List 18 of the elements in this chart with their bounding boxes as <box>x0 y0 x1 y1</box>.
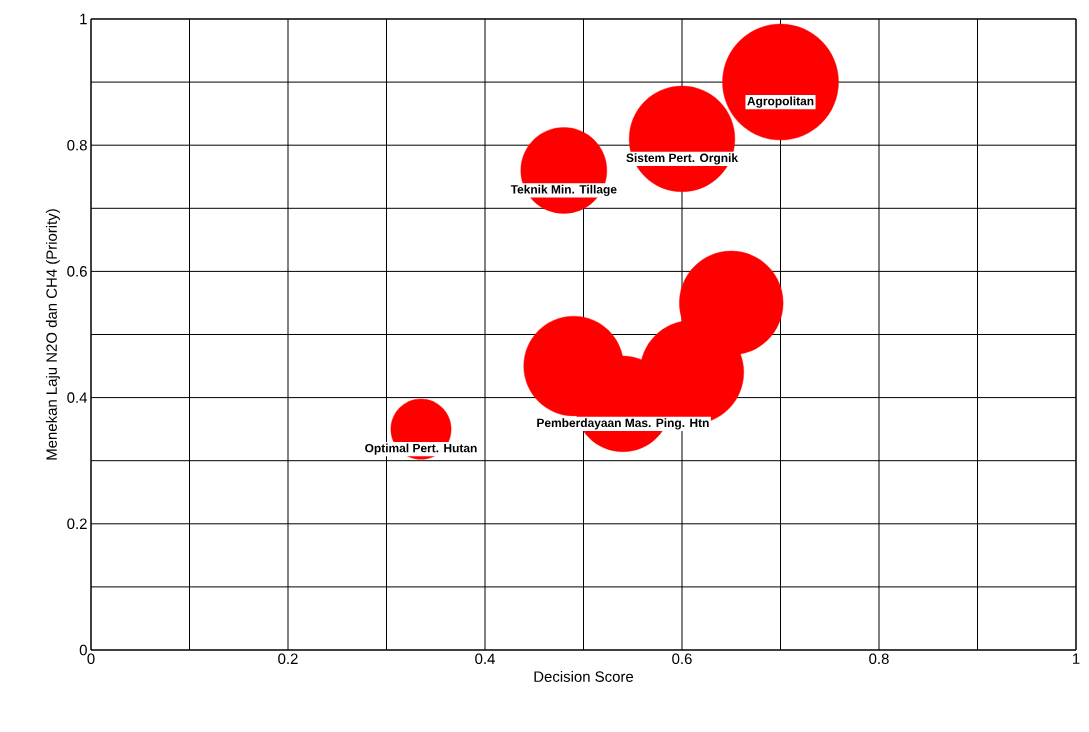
x-tick-label: 0.4 <box>475 653 495 665</box>
x-tick-label: 1 <box>1073 653 1080 664</box>
y-tick-label: 0.2 <box>67 518 87 530</box>
annotation: Optimal Pert. Hutan <box>365 443 477 455</box>
annotation: Sistem Pert. Orgnik <box>626 153 739 165</box>
y-axis-title: Menekan Laju N2O dan CH4 (Priority) <box>45 209 60 460</box>
x-axis-title: Decision Score <box>534 670 634 682</box>
x-tick-label: 0.6 <box>672 653 692 665</box>
y-tick-label: 0.6 <box>67 266 87 277</box>
y-tick-label: 1 <box>80 13 87 25</box>
y-tick-label: 0.8 <box>67 139 87 151</box>
x-tick-label: 0.2 <box>278 653 298 665</box>
y-tick-label: 0 <box>79 644 87 656</box>
annotation: Pemberdayaan Mas. Ping. Htn <box>537 418 709 430</box>
annotation: Agropolitan <box>747 96 814 108</box>
x-tick-label: 0.8 <box>869 653 889 665</box>
annotation: Teknik Min. Tillage <box>510 184 617 197</box>
y-tick-label: 0.4 <box>67 392 88 403</box>
